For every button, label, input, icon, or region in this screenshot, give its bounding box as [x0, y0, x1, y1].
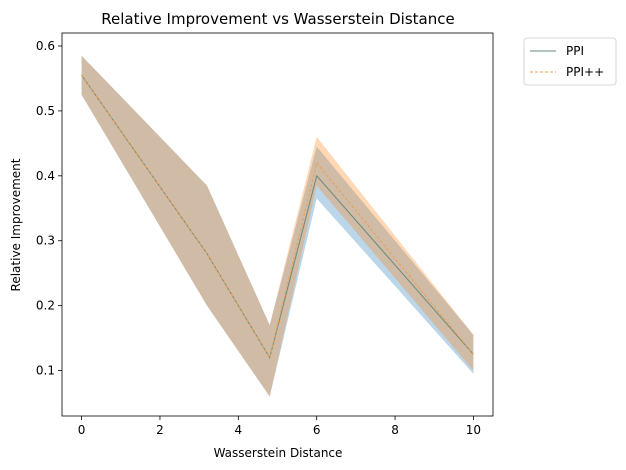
plot-frame: [61, 32, 494, 417]
x-tick-label: 10: [466, 423, 481, 437]
legend: PPI PPI++: [523, 37, 617, 86]
confidence-bands: [81, 55, 474, 397]
line-ppi-plus-plus: [81, 74, 474, 359]
legend-label-ppi-plus-plus: PPI++: [566, 65, 604, 79]
band-ppi-plus-plus: [81, 55, 474, 397]
y-tick-label: 0.4: [36, 169, 55, 183]
y-tick-label: 0.6: [36, 39, 55, 53]
y-tick-label: 0.1: [36, 364, 55, 378]
x-tick-label: 2: [156, 423, 164, 437]
y-tick-label: 0.5: [36, 104, 55, 118]
series-lines: [81, 74, 474, 359]
legend-box: [523, 37, 617, 86]
x-axis-ticks: 0 2 4 6 8 10: [78, 416, 481, 437]
x-tick-label: 6: [313, 423, 321, 437]
x-tick-label: 0: [78, 423, 86, 437]
legend-label-ppi: PPI: [566, 44, 584, 58]
x-tick-label: 8: [391, 423, 399, 437]
y-axis-label: Relative Improvement: [9, 158, 23, 291]
x-axis-label: Wasserstein Distance: [214, 446, 343, 460]
y-axis-ticks: 0.1 0.2 0.3 0.4 0.5 0.6: [36, 39, 62, 378]
y-tick-label: 0.3: [36, 234, 55, 248]
x-tick-label: 4: [234, 423, 242, 437]
y-tick-label: 0.2: [36, 299, 55, 313]
chart-title: Relative Improvement vs Wasserstein Dist…: [101, 10, 454, 28]
